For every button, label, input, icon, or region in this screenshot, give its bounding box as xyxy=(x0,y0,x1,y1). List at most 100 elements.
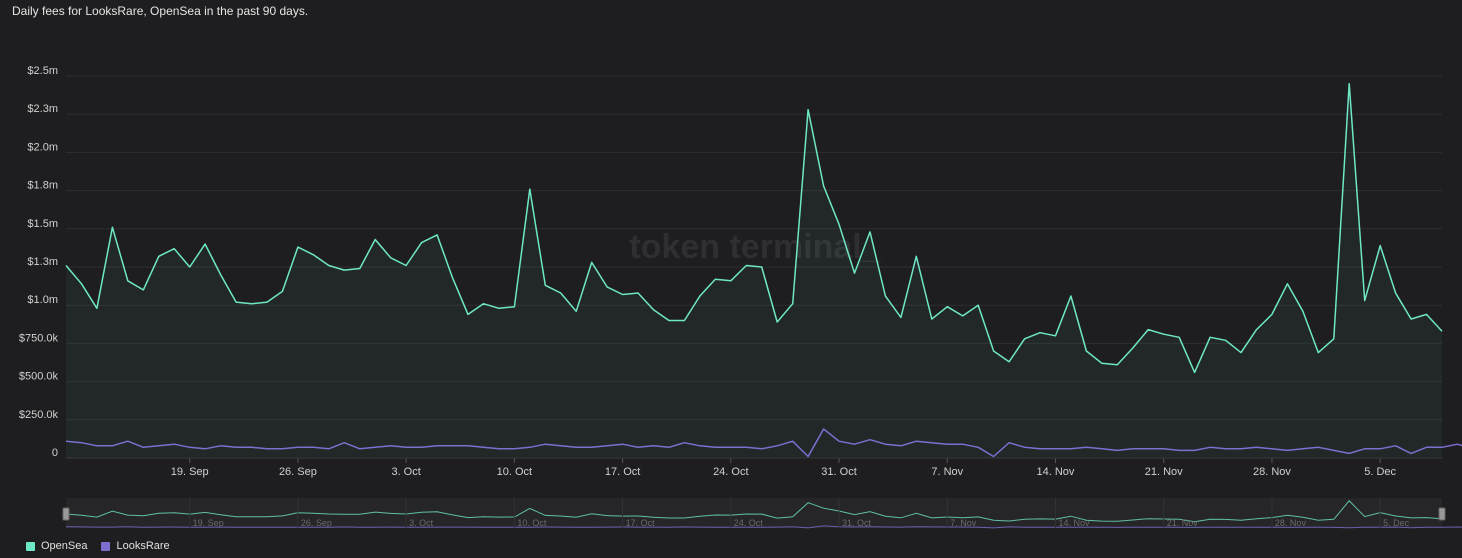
legend-item-opensea[interactable]: OpenSea xyxy=(26,540,87,552)
data-point-opensea xyxy=(947,306,948,307)
data-point-opensea xyxy=(869,231,870,232)
data-point-looksrare xyxy=(1241,448,1242,449)
data-point-looksrare xyxy=(158,445,159,446)
data-point-opensea xyxy=(730,280,731,281)
data-point-looksrare xyxy=(1333,450,1334,451)
data-point-looksrare xyxy=(437,445,438,446)
data-point-opensea xyxy=(220,274,221,275)
data-point-opensea xyxy=(1442,331,1443,332)
data-point-looksrare xyxy=(127,441,128,442)
data-point-looksrare xyxy=(81,442,82,443)
data-point-opensea xyxy=(1241,352,1242,353)
navigator-handle-right[interactable] xyxy=(1438,507,1446,521)
data-point-looksrare xyxy=(1302,448,1303,449)
data-point-looksrare xyxy=(560,445,561,446)
data-point-opensea xyxy=(266,302,267,303)
data-point-opensea xyxy=(777,322,778,323)
data-point-looksrare xyxy=(699,445,700,446)
navigator-tick-label: 31. Oct xyxy=(842,518,872,528)
data-point-looksrare xyxy=(189,447,190,448)
data-point-opensea xyxy=(931,318,932,319)
data-point-opensea xyxy=(1318,352,1319,353)
y-axis: 0 $250.0k $500.0k $750.0k $1.0m $1.3m $1.5m $1.… xyxy=(19,65,59,459)
data-point-looksrare xyxy=(653,445,654,446)
data-point-opensea xyxy=(1287,283,1288,284)
data-point-looksrare xyxy=(328,448,329,449)
data-point-looksrare xyxy=(1256,447,1257,448)
data-point-opensea xyxy=(638,292,639,293)
data-point-opensea xyxy=(143,289,144,290)
y-tick-label: $750.0k xyxy=(19,332,59,344)
data-point-looksrare xyxy=(761,448,762,449)
data-point-looksrare xyxy=(174,444,175,445)
data-point-opensea xyxy=(1256,329,1257,330)
data-point-opensea xyxy=(607,286,608,287)
legend-swatch-looksrare xyxy=(101,541,111,551)
data-point-opensea xyxy=(715,279,716,280)
data-point-looksrare xyxy=(529,447,530,448)
data-point-looksrare xyxy=(591,447,592,448)
data-point-opensea xyxy=(699,296,700,297)
x-tick-label: 19. Sep xyxy=(171,466,209,478)
y-tick-label: $1.0m xyxy=(27,294,58,306)
navigator-handle-left[interactable] xyxy=(62,507,70,521)
navigator-tick-label: 17. Oct xyxy=(626,518,656,528)
y-tick-label: $1.5m xyxy=(27,218,58,230)
data-point-looksrare xyxy=(1148,448,1149,449)
data-point-looksrare xyxy=(1271,448,1272,449)
data-point-opensea xyxy=(1086,351,1087,352)
data-point-looksrare xyxy=(297,447,298,448)
navigator-tick-label: 21. Nov xyxy=(1167,518,1199,528)
data-point-looksrare xyxy=(1426,447,1427,448)
data-point-looksrare xyxy=(947,444,948,445)
data-point-opensea xyxy=(622,294,623,295)
data-point-looksrare xyxy=(823,428,824,429)
data-point-opensea xyxy=(158,256,159,257)
data-point-looksrare xyxy=(869,439,870,440)
navigator[interactable]: 19. Sep 26. Sep 3. Oct 10. Oct 17. Oct 24. Oc… xyxy=(62,498,1462,529)
x-tick-label: 26. Sep xyxy=(279,466,317,478)
data-point-looksrare xyxy=(1055,448,1056,449)
data-point-opensea xyxy=(1101,363,1102,364)
area-opensea xyxy=(66,83,1442,458)
navigator-line-looksrare xyxy=(65,525,1462,529)
data-point-looksrare xyxy=(390,445,391,446)
navigator-tick-label: 10. Oct xyxy=(517,518,547,528)
data-point-looksrare xyxy=(452,445,453,446)
navigator-tick-label: 26. Sep xyxy=(301,518,332,528)
data-point-opensea xyxy=(808,109,809,110)
data-point-looksrare xyxy=(1210,447,1211,448)
data-point-opensea xyxy=(112,227,113,228)
data-point-opensea xyxy=(127,280,128,281)
data-point-looksrare xyxy=(236,447,237,448)
data-point-looksrare xyxy=(1009,442,1010,443)
data-point-opensea xyxy=(498,308,499,309)
y-tick-label: $2.5m xyxy=(27,65,58,77)
data-point-opensea xyxy=(390,257,391,258)
data-point-opensea xyxy=(1225,340,1226,341)
data-point-looksrare xyxy=(668,447,669,448)
data-point-looksrare xyxy=(313,447,314,448)
data-point-looksrare xyxy=(545,444,546,445)
data-point-looksrare xyxy=(483,447,484,448)
data-point-looksrare xyxy=(931,442,932,443)
data-point-looksrare xyxy=(359,448,360,449)
data-point-looksrare xyxy=(1380,448,1381,449)
data-point-looksrare xyxy=(808,456,809,457)
data-point-opensea xyxy=(452,277,453,278)
data-point-looksrare xyxy=(622,444,623,445)
data-point-opensea xyxy=(993,351,994,352)
x-tick-label: 5. Dec xyxy=(1364,466,1396,478)
line-looksrare xyxy=(65,428,1462,458)
navigator-tick-label: 19. Sep xyxy=(193,518,224,528)
data-point-looksrare xyxy=(112,445,113,446)
data-point-opensea xyxy=(839,224,840,225)
data-point-looksrare xyxy=(839,441,840,442)
data-point-opensea xyxy=(1148,329,1149,330)
data-point-looksrare xyxy=(1364,448,1365,449)
legend-item-looksrare[interactable]: LooksRare xyxy=(101,540,170,552)
data-point-opensea xyxy=(591,262,592,263)
y-tick-label: $250.0k xyxy=(19,409,59,421)
x-tick-label: 10. Oct xyxy=(497,466,532,478)
data-point-looksrare xyxy=(730,447,731,448)
